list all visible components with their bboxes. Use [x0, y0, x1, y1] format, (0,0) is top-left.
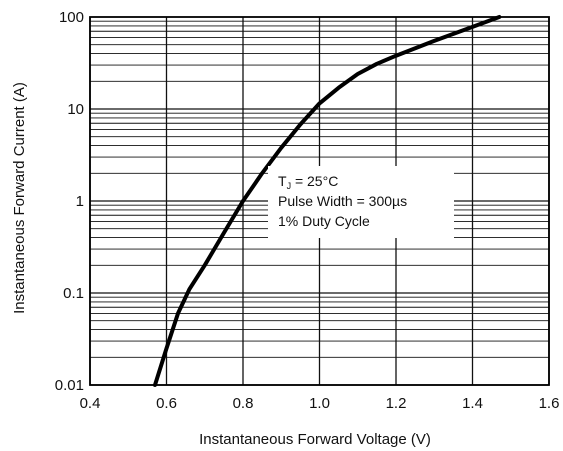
x-tick-label: 1.6 [539, 395, 560, 412]
x-axis-title: Instantaneous Forward Voltage (V) [199, 431, 431, 448]
annotation-line-2: Pulse Width = 300µs [278, 193, 407, 209]
plot-frame [89, 16, 550, 386]
x-tick-label: 0.8 [233, 395, 254, 412]
annotation-background [268, 166, 454, 238]
forward-current-curve [153, 15, 502, 387]
annotation-line-1: TJ = 25°C [278, 173, 338, 191]
tick-layer: 0.4 0.6 0.8 1.0 1.2 1.4 1.6 0.01 0.1 1 10 100 [55, 9, 560, 412]
y-tick-label: 0.1 [63, 285, 84, 302]
annotation-temperature: = 25°C [291, 173, 338, 189]
x-tick-label: 0.4 [80, 395, 101, 412]
x-tick-label: 1.4 [462, 395, 483, 412]
annotation-line-3: 1% Duty Cycle [278, 213, 370, 229]
y-tick-label: 0.01 [55, 377, 84, 394]
y-axis-title: Instantaneous Forward Current (A) [11, 82, 28, 314]
annotation-t-symbol: T [278, 173, 287, 189]
x-tick-label: 0.6 [156, 395, 177, 412]
annotation-t-subscript: J [287, 181, 292, 191]
curve-layer [153, 15, 502, 387]
y-tick-label: 10 [67, 101, 84, 118]
x-tick-label: 1.0 [309, 395, 330, 412]
annotation-box: TJ = 25°C Pulse Width = 300µs 1% Duty Cy… [268, 166, 454, 238]
y-tick-label: 1 [76, 193, 84, 210]
x-tick-label: 1.2 [386, 395, 407, 412]
y-tick-label: 100 [59, 9, 84, 26]
